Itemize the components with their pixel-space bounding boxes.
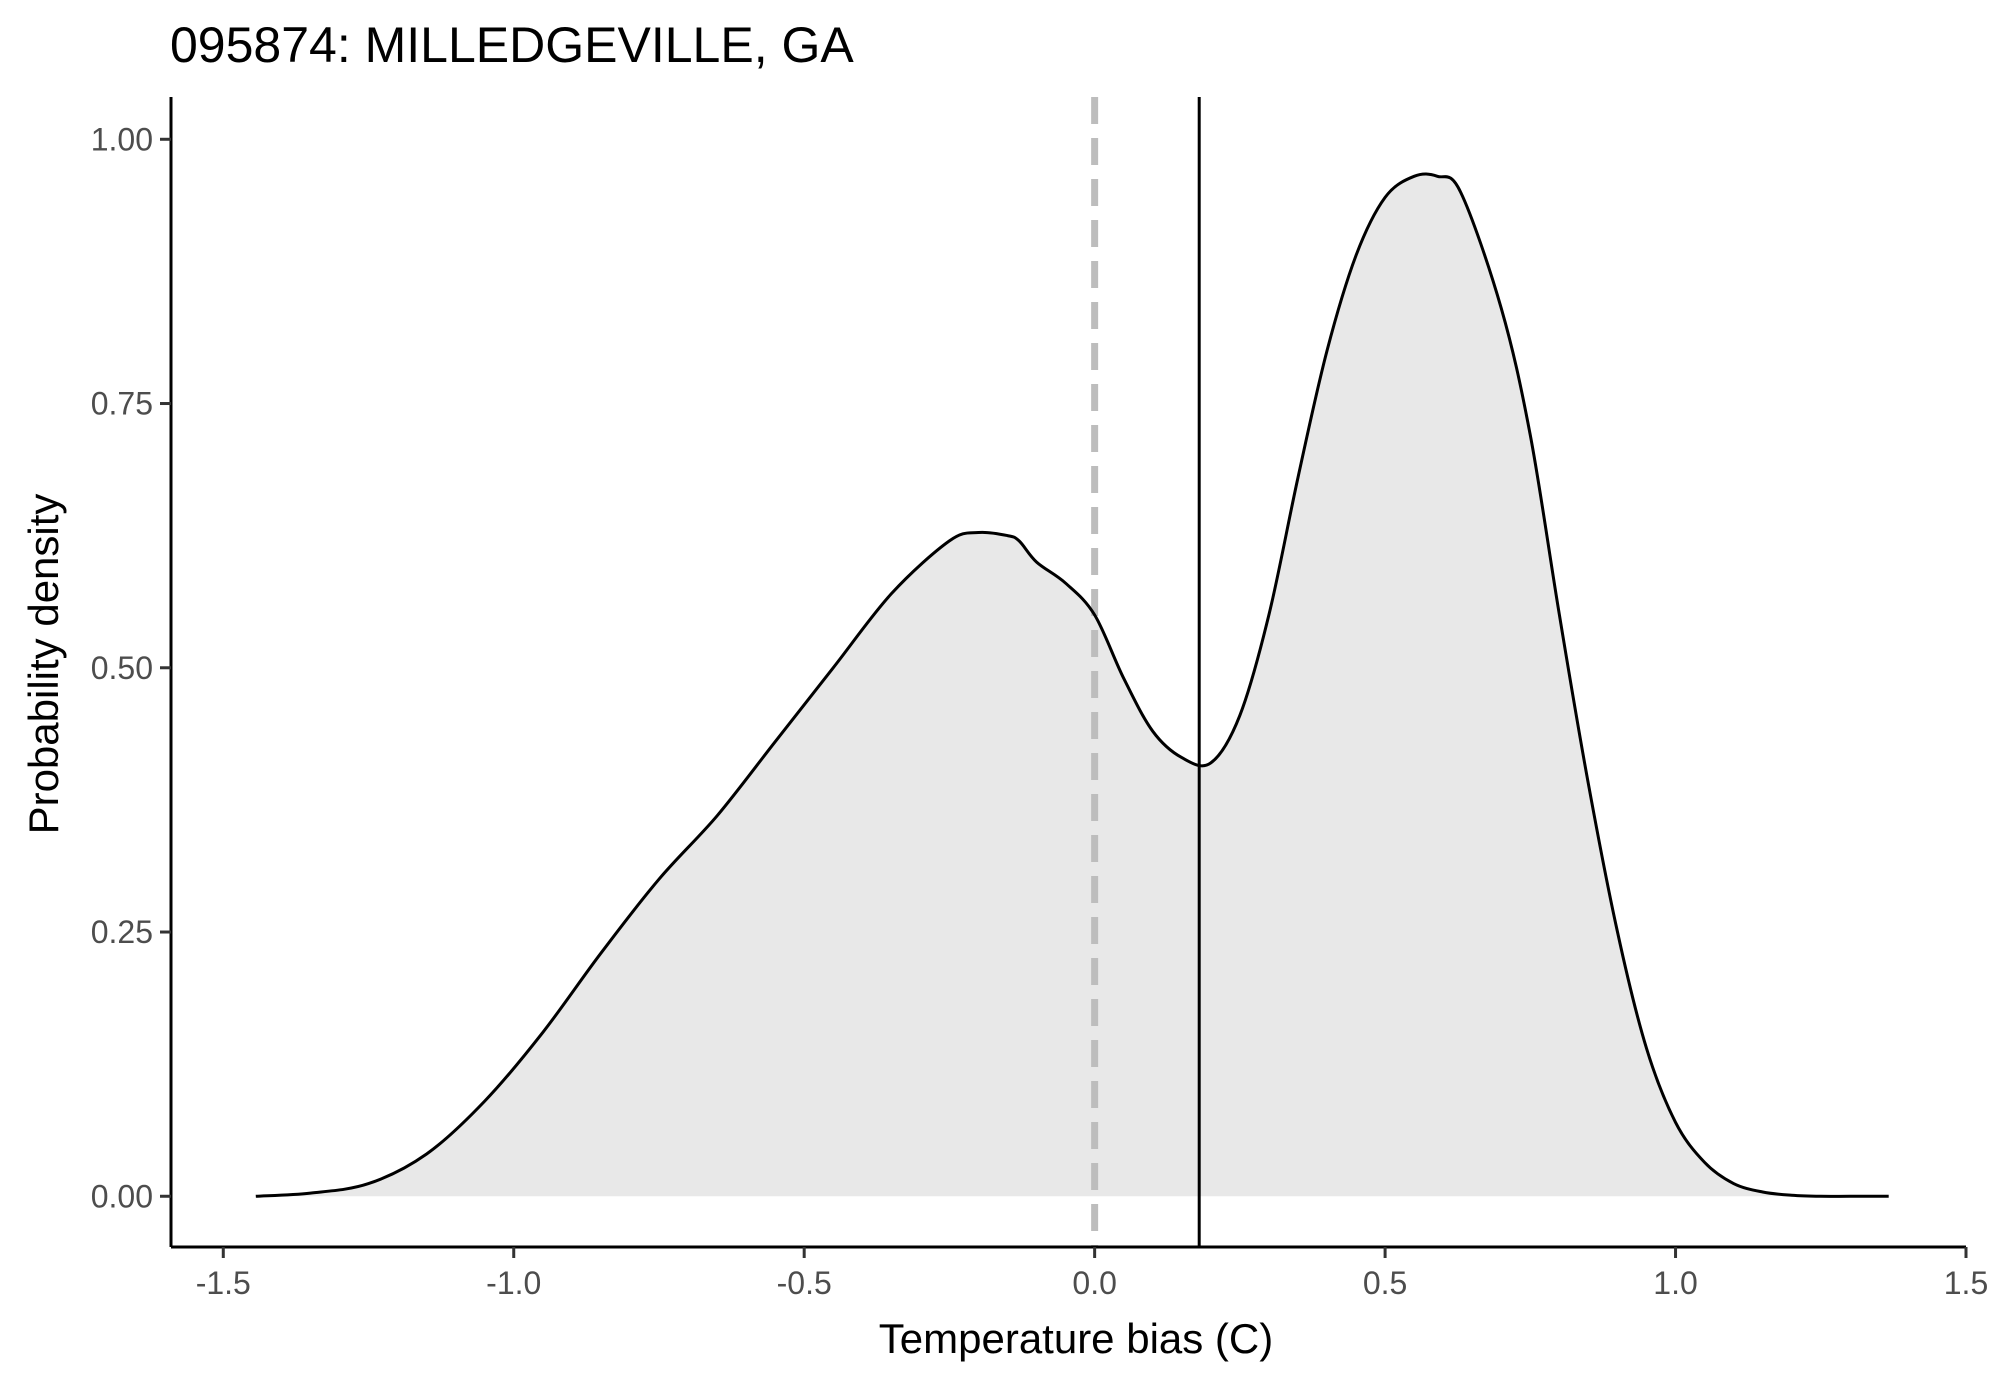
y-tick-label: 0.50 <box>91 650 153 686</box>
x-tick-label: 1.0 <box>1653 1265 1697 1301</box>
plot-area <box>255 97 1889 1247</box>
x-tick-label: -0.5 <box>777 1265 832 1301</box>
x-tick-label: -1.0 <box>486 1265 541 1301</box>
axes: -1.5 -1.0 -0.5 0.0 0.5 1.0 1.5 0.00 0.25 0.50 0.75… <box>91 97 1988 1301</box>
x-axis-title: Temperature bias (C) <box>879 1315 1273 1362</box>
x-tick-label: 0.0 <box>1072 1265 1116 1301</box>
y-axis-title: Probability density <box>20 494 67 835</box>
x-tick-label: 1.5 <box>1944 1265 1988 1301</box>
density-curve-0 <box>255 172 1889 1198</box>
y-tick-label: 0.75 <box>91 386 153 422</box>
y-tick-label: 0.25 <box>91 914 153 950</box>
x-tick-label: -1.5 <box>196 1265 251 1301</box>
density-area-0 <box>255 173 1889 1197</box>
x-tick-label: 0.5 <box>1363 1265 1407 1301</box>
y-tick-label: 1.00 <box>91 121 153 157</box>
y-tick-label: 0.00 <box>91 1178 153 1214</box>
chart-title: 095874: MILLEDGEVILLE, GA <box>170 17 854 73</box>
